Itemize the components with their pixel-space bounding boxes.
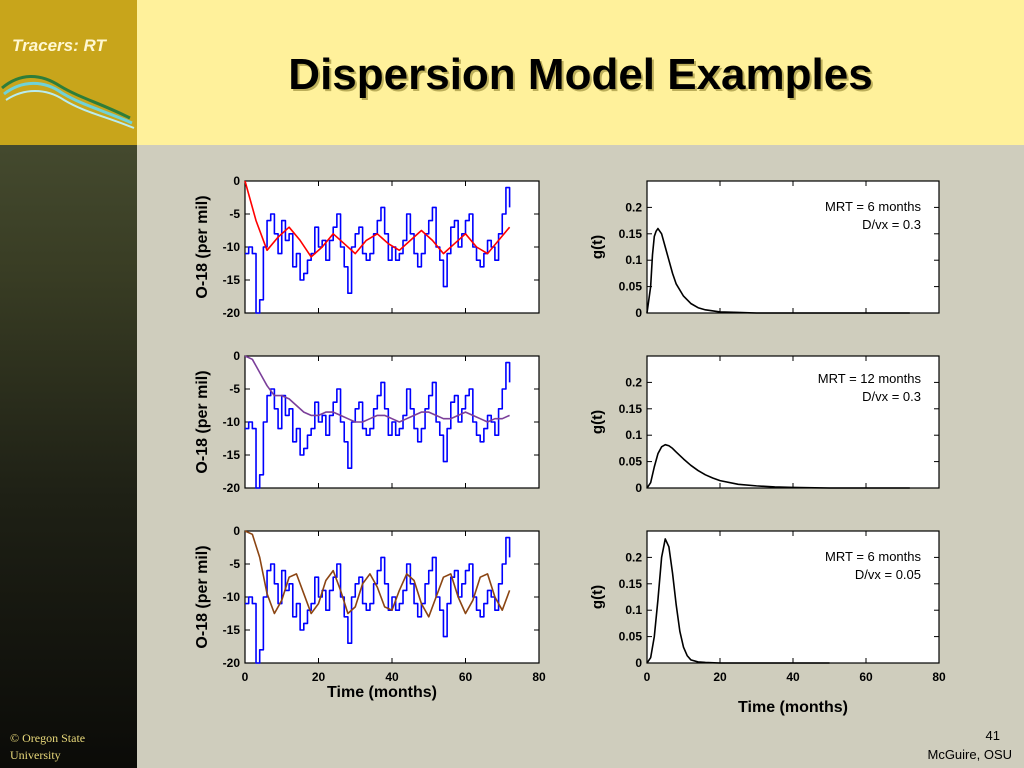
- y-tick-label: 0.05: [619, 280, 643, 294]
- y-axis-label: O-18 (per mil): [194, 370, 211, 473]
- chart-g-2: 0 0.05 0.1 0.15 0.2 g(t) MRT = 12 months D/vx =…: [589, 355, 940, 495]
- x-tick-label: 80: [932, 670, 946, 684]
- y-tick-label: 0.15: [619, 577, 643, 591]
- y-tick-label: 0.1: [625, 603, 642, 617]
- x-tick-label: 60: [859, 670, 873, 684]
- annotation-text: D/vx = 0.3: [862, 389, 921, 404]
- y-tick-label: 0: [635, 656, 642, 670]
- y-axis-label: g(t): [589, 235, 606, 259]
- y-tick-label: 0: [233, 349, 240, 363]
- x-tick-label: 80: [532, 670, 546, 684]
- series-line-1: [245, 536, 511, 664]
- x-axis-label: Time (months): [327, 684, 437, 701]
- y-tick-label: -20: [223, 306, 241, 320]
- chart-g-3: 0 0.05 0.1 0.15 0.2 0 20 40 60 80 g(t) Time (months…: [589, 530, 946, 716]
- series-line-1: [646, 443, 910, 489]
- slide-title: Dispersion Model Examples: [288, 50, 873, 99]
- y-axis-label: O-18 (per mil): [194, 195, 211, 298]
- y-axis-label: g(t): [589, 410, 606, 434]
- y-tick-label: 0: [233, 524, 240, 538]
- x-tick-label: 20: [713, 670, 727, 684]
- y-tick-label: 0.15: [619, 227, 643, 241]
- x-tick-label: 0: [242, 670, 249, 684]
- title-bar: Dispersion Model Examples: [137, 0, 1024, 145]
- annotation-text: D/vx = 0.3: [862, 217, 921, 232]
- y-tick-label: -5: [229, 207, 240, 221]
- y-tick-label: 0.2: [625, 550, 642, 564]
- y-axis-label: g(t): [589, 585, 606, 609]
- x-tick-label: 40: [786, 670, 800, 684]
- y-tick-label: -15: [223, 448, 241, 462]
- sidebar: Tracers: RT © Oregon State University: [0, 0, 137, 768]
- chart-g-1: 0 0.05 0.1 0.15 0.2 g(t) MRT = 6 months D/vx = …: [589, 180, 940, 320]
- logo-panel: Tracers: RT: [0, 0, 137, 145]
- plot-area: [646, 355, 940, 489]
- annotation-text: MRT = 6 months: [825, 549, 921, 564]
- series-line-1: [245, 361, 511, 489]
- x-tick-label: 40: [385, 670, 399, 684]
- y-tick-label: -10: [223, 415, 241, 429]
- copyright: © Oregon State University: [10, 731, 86, 762]
- annotation-text: MRT = 12 months: [818, 371, 922, 386]
- annotation-text: D/vx = 0.05: [855, 567, 921, 582]
- y-tick-label: 0: [635, 481, 642, 495]
- y-tick-label: -20: [223, 481, 241, 495]
- x-axis-label: Time (months): [738, 699, 848, 716]
- y-tick-label: 0.05: [619, 630, 643, 644]
- series-line-1: [245, 186, 511, 314]
- chart-o18-3: 0-5-10-15-200 20 40 60 80O-18 (per mil)Time …: [194, 524, 546, 701]
- chart-o18-2: 0 -5 -10 -15 -20 O-18 (per mil): [194, 349, 540, 495]
- annotation-text: MRT = 6 months: [825, 199, 921, 214]
- y-tick-label: -15: [223, 623, 241, 637]
- y-tick-label: 0.1: [625, 253, 642, 267]
- x-tick-label: 60: [459, 670, 473, 684]
- x-tick-label: 20: [312, 670, 326, 684]
- y-tick-label: 0.15: [619, 402, 643, 416]
- y-tick-label: 0: [635, 306, 642, 320]
- y-tick-label: 0.2: [625, 375, 642, 389]
- y-axis-label: O-18 (per mil): [194, 545, 211, 648]
- page-number: 41: [985, 728, 1000, 743]
- y-tick-label: 0: [233, 174, 240, 188]
- plot-area: [646, 530, 940, 664]
- series-line-2: [244, 180, 511, 258]
- y-tick-label: -5: [229, 557, 240, 571]
- y-tick-label: 0.05: [619, 455, 643, 469]
- waves-logo-icon: [1, 75, 135, 129]
- y-tick-label: -20: [223, 656, 241, 670]
- series-line-1: [646, 227, 910, 314]
- y-tick-label: 0.1: [625, 428, 642, 442]
- x-tick-label: 0: [644, 670, 651, 684]
- y-tick-label: -10: [223, 590, 241, 604]
- y-tick-label: 0.2: [625, 200, 642, 214]
- y-tick-label: -15: [223, 273, 241, 287]
- author: McGuire, OSU: [927, 747, 1012, 762]
- y-tick-label: -10: [223, 240, 241, 254]
- chart-o18-1: 0 -5 -10 -15 -20 O-18 (per mil): [194, 174, 540, 320]
- series-line-1: [646, 538, 830, 664]
- series-line-2: [244, 530, 511, 618]
- y-tick-label: -5: [229, 382, 240, 396]
- series-line-2: [244, 355, 510, 423]
- logo-text: Tracers: RT: [12, 36, 106, 55]
